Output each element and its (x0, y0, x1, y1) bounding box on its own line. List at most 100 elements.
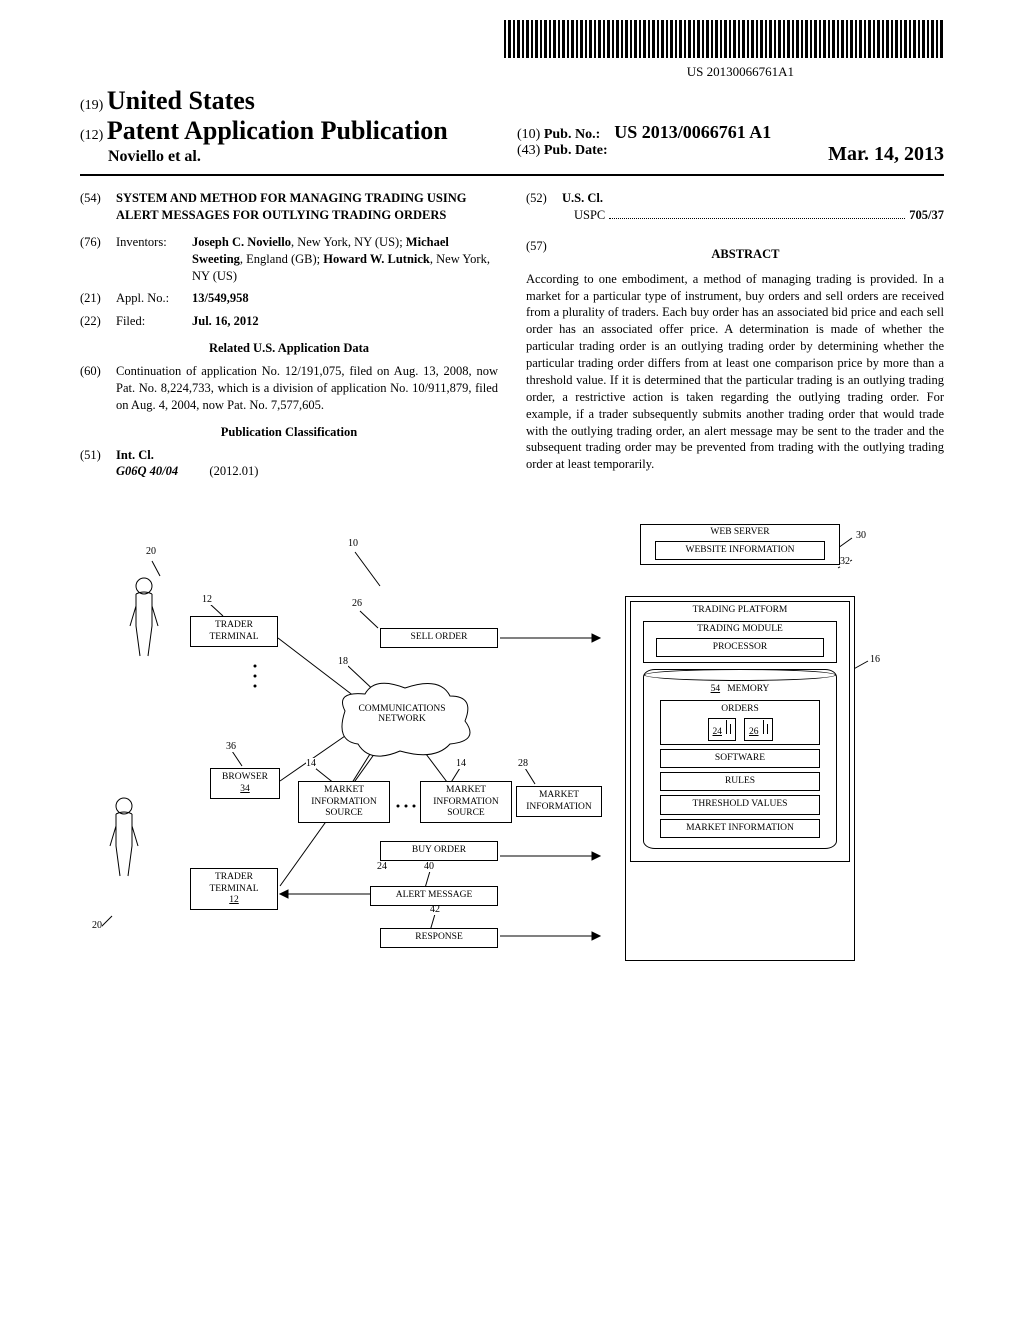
uspc-dots (609, 218, 905, 219)
left-column: (54) SYSTEM AND METHOD FOR MANAGING TRAD… (80, 190, 498, 486)
box-response: RESPONSE (380, 928, 498, 947)
appl-code: (21) (80, 290, 116, 307)
label-42: 42 (430, 904, 440, 915)
label-30: 30 (856, 530, 866, 541)
abstract-text: According to one embodiment, a method of… (526, 271, 944, 474)
title-code: (54) (80, 190, 116, 224)
web-server-label: WEB SERVER (643, 527, 837, 538)
header-rule (80, 174, 944, 176)
pubno-code: (10) (517, 127, 540, 142)
uspc-line: USPC 705/37 (562, 207, 944, 224)
abstract-block: (57) ABSTRACT According to one embodimen… (526, 238, 944, 473)
box-market-info2: MARKET INFORMATION (660, 819, 820, 838)
filed-field: (22) Filed: Jul. 16, 2012 (80, 313, 498, 330)
right-column: (52) U.S. Cl. USPC 705/37 (57) ABSTRACT … (526, 190, 944, 486)
uspc-value: 705/37 (909, 207, 944, 224)
intcl-class: G06Q 40/04 (116, 464, 178, 478)
country-line: (19) United States (80, 86, 507, 116)
barcode-pub-id: US 20130066761A1 (80, 64, 794, 80)
pubdate-code: (43) (517, 143, 540, 158)
label-54: 54 (711, 684, 721, 694)
appl-field: (21) Appl. No.: 13/549,958 (80, 290, 498, 307)
body-columns: (54) SYSTEM AND METHOD FOR MANAGING TRAD… (80, 190, 944, 486)
barcode-region: US 20130066761A1 (80, 20, 944, 80)
abstract-head: ABSTRACT (547, 246, 944, 263)
barcode (504, 20, 944, 58)
filed-code: (22) (80, 313, 116, 330)
label-36: 36 (226, 741, 236, 752)
pubdate: Mar. 14, 2013 (828, 143, 944, 166)
header-left: (19) United States (12) Patent Applicati… (80, 86, 507, 166)
filed-date: Jul. 16, 2012 (192, 314, 259, 328)
figure: 20 10 12 26 18 36 14 14 28 20 24 40 42 3… (80, 516, 944, 1016)
pubdate-label: Pub. Date: (544, 143, 608, 158)
inventors-code: (76) (80, 234, 116, 285)
pubdate-line: (43) Pub. Date: Mar. 14, 2013 (517, 143, 944, 166)
related-head: Related U.S. Application Data (80, 340, 498, 357)
intcl-code: (51) (80, 447, 116, 481)
box-mis-a: MARKET INFORMATION SOURCE (298, 781, 390, 823)
pubtype-line: (12) Patent Application Publication (80, 116, 507, 146)
title: SYSTEM AND METHOD FOR MANAGING TRADING U… (116, 190, 498, 224)
inventors-field: (76) Inventors: Joseph C. Noviello, New … (80, 234, 498, 285)
title-field: (54) SYSTEM AND METHOD FOR MANAGING TRAD… (80, 190, 498, 224)
box-website-info: WEBSITE INFORMATION (655, 541, 825, 560)
uscl-field: (52) U.S. Cl. USPC 705/37 (526, 190, 944, 224)
filed-label: Filed: (116, 313, 192, 330)
label-40: 40 (424, 861, 434, 872)
intcl-year: (2012.01) (209, 464, 258, 478)
orders-label: ORDERS (664, 704, 816, 715)
label-20b: 20 (92, 920, 102, 931)
pubtype: Patent Application Publication (107, 116, 448, 145)
label-32: 32 (840, 556, 850, 567)
pubno-line: (10) Pub. No.: US 2013/0066761 A1 (517, 122, 944, 143)
authors: Noviello et al. (80, 148, 507, 166)
box-rules: RULES (660, 772, 820, 791)
label-18: 18 (338, 656, 348, 667)
box-threshold: THRESHOLD VALUES (660, 795, 820, 814)
pubno-label: Pub. No.: (544, 127, 600, 142)
label-12a: 12 (202, 594, 212, 605)
inventors-value: Joseph C. Noviello, New York, NY (US); M… (192, 234, 498, 285)
header-right: (10) Pub. No.: US 2013/0066761 A1 (43) P… (507, 122, 944, 166)
box-web-server-outer: WEB SERVER WEBSITE INFORMATION (640, 524, 840, 565)
abstract-code: (57) (526, 238, 547, 271)
pubclass-head: Publication Classification (80, 424, 498, 441)
box-market-info: MARKET INFORMATION (516, 786, 602, 817)
box-browser: BROWSER 34 (210, 768, 280, 799)
label-14a: 14 (306, 758, 316, 769)
box-buy-order: BUY ORDER (380, 841, 498, 860)
box-trader-terminal-b: TRADER TERMINAL 12 (190, 868, 278, 910)
label-28a: 28 (518, 758, 528, 769)
related-field: (60) Continuation of application No. 12/… (80, 363, 498, 414)
appl-label: Appl. No.: (116, 290, 192, 307)
box-mis-b: MARKET INFORMATION SOURCE (420, 781, 512, 823)
box-trader-terminal-a: TRADER TERMINAL (190, 616, 278, 647)
intcl-field: (51) Int. Cl. G06Q 40/04 (2012.01) (80, 447, 498, 481)
box-platform-outer: TRADING PLATFORM TRADING MODULE PROCESSO… (625, 596, 855, 961)
uscl-label: U.S. Cl. (562, 191, 603, 205)
intcl-label: Int. Cl. (116, 448, 154, 462)
trading-platform-label: TRADING PLATFORM (635, 605, 845, 616)
related-code: (60) (80, 363, 116, 414)
pubtype-code: (12) (80, 128, 103, 143)
box-processor: PROCESSOR (656, 638, 824, 657)
box-alert-message: ALERT MESSAGE (370, 886, 498, 905)
label-14b: 14 (456, 758, 466, 769)
related-text: Continuation of application No. 12/191,0… (116, 363, 498, 414)
uscl-code: (52) (526, 190, 562, 224)
pubno: US 2013/0066761 A1 (614, 122, 771, 142)
trading-module-label: TRADING MODULE (646, 624, 834, 635)
inventors-label: Inventors: (116, 234, 192, 285)
intcl-value: Int. Cl. G06Q 40/04 (2012.01) (116, 447, 498, 481)
country-code: (19) (80, 98, 103, 113)
uspc-label: USPC (562, 207, 605, 224)
label-16: 16 (870, 654, 880, 665)
label-20a: 20 (146, 546, 156, 557)
label-26a: 26 (352, 598, 362, 609)
label-10: 10 (348, 538, 358, 549)
box-comm-network: COMMUNICATIONS NETWORK (358, 704, 446, 724)
label-24a: 24 (377, 861, 387, 872)
memory-label: MEMORY (727, 684, 769, 694)
box-sell-order: SELL ORDER (380, 628, 498, 647)
